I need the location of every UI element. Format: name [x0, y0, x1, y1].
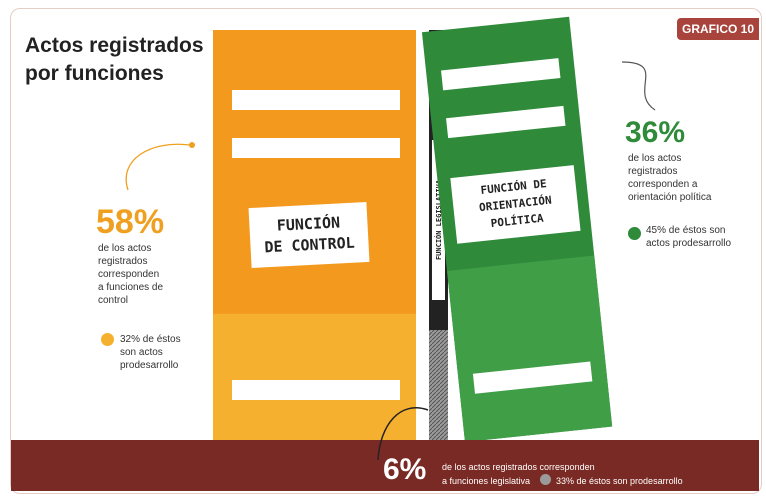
control-description: de los actos registrados corresponden a …: [98, 243, 164, 306]
legislativa-label: FUNCIÓN LEGISLATIVA: [434, 179, 443, 260]
orientacion-prodesarrollo-dot: [628, 227, 641, 240]
chart-title: Actos registrados por funciones: [25, 32, 204, 88]
orientacion-leader-line: [621, 61, 656, 111]
legislativa-prodesarrollo-text: 33% de éstos son prodesarrollo: [556, 476, 683, 486]
orientacion-binder-stripe: [446, 105, 566, 139]
legislativa-description-1: de los actos registrados corresponden: [442, 462, 595, 472]
orientacion-percent: 36%: [625, 116, 686, 149]
control-binder-stripe: [232, 90, 400, 110]
orientacion-prodesarrollo-bar: [447, 255, 613, 442]
legislativa-description-2: a funciones legislativa: [442, 476, 531, 486]
title-line-1: Actos registrados: [25, 34, 204, 57]
control-label-line1: FUNCIÓN: [276, 212, 340, 234]
legislativa-prodesarrollo-bar: [429, 330, 448, 442]
control-binder-stripe: [232, 380, 400, 400]
control-label-line2: DE CONTROL: [264, 234, 355, 257]
orientacion-label-line3: POLÍTICA: [490, 212, 544, 231]
control-leader-dot: [189, 142, 195, 148]
legislativa-percent: 6%: [383, 453, 427, 486]
control-leader-line: [125, 143, 191, 191]
legislativa-leader-line: [377, 407, 429, 461]
control-prodesarrollo-dot: [101, 333, 114, 346]
orientacion-binder-stripe: [472, 361, 593, 394]
legislativa-prodesarrollo-dot: [540, 474, 551, 485]
orientacion-binder-stripe: [441, 58, 561, 91]
control-prodesarrollo-bar: [213, 313, 416, 442]
orientacion-label-bg: [450, 165, 581, 244]
orientacion-description: de los actos registrados corresponden a …: [628, 153, 712, 203]
orientacion-prodesarrollo-text: 45% de éstos son actos prodesarrollo: [646, 225, 732, 249]
chart-number-badge: GRAFICO 10: [677, 18, 759, 40]
ground-band: [11, 440, 759, 491]
control-binder-stripe: [232, 138, 400, 158]
control-label-bg: [248, 201, 370, 269]
control-percent: 58%: [96, 203, 165, 241]
title-line-2: por funciones: [25, 62, 164, 85]
control-prodesarrollo-text: 32% de éstos son actos prodesarrollo: [120, 334, 181, 371]
